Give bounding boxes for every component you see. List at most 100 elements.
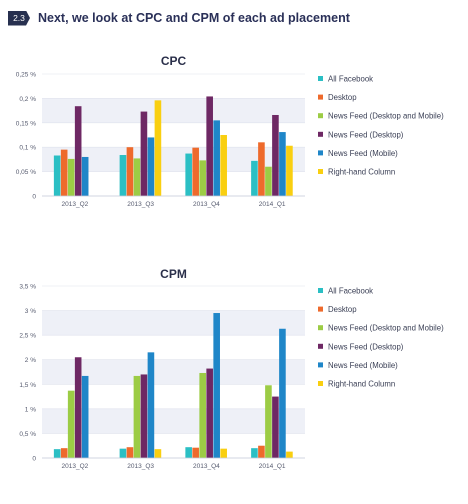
cpc-bar: [119, 155, 127, 196]
cpm-chart: CPM 0 0,5 % 1 % 1,5 % 2 % 2,5 % 3 % 3,5 % 2013_Q2…: [19, 267, 444, 470]
cpm-legend-label: Right-hand Column: [328, 380, 395, 389]
cpm-legend-swatch: [318, 306, 323, 312]
cpc-legend-label: News Feed (Desktop and Mobile): [328, 112, 444, 121]
cpm-xtick-label: 2014_Q1: [259, 463, 286, 470]
cpm-legend-swatch: [318, 288, 323, 293]
cpc-legend-swatch: [318, 131, 323, 137]
cpc-ytick-label: 0,1 %: [19, 145, 36, 152]
cpc-bar: [154, 100, 162, 196]
cpc-legend-label: Desktop: [328, 93, 357, 102]
cpc-ytick-label: 0: [32, 194, 36, 201]
cpc-bar: [53, 155, 61, 196]
cpc-bar: [251, 160, 258, 196]
cpc-legend-swatch: [318, 150, 323, 156]
section-header: 2.3 Next, we look at CPC and CPM of each…: [8, 9, 350, 27]
cpm-bar: [192, 447, 199, 458]
cpc-bar: [60, 149, 68, 196]
cpc-legend-swatch: [318, 113, 323, 119]
cpc-bar: [258, 142, 265, 196]
cpc-bar: [213, 120, 220, 196]
cpc-bar: [185, 153, 192, 196]
cpc-ytick-label: 0,25 %: [16, 72, 36, 79]
cpm-ytick-label: 3 %: [25, 308, 36, 315]
cpm-bar: [265, 385, 272, 458]
cpc-grid-band: [42, 98, 305, 123]
cpm-chart-title: CPM: [160, 267, 187, 281]
cpm-bar: [272, 396, 279, 458]
cpc-bar: [265, 166, 272, 196]
cpm-bar: [154, 449, 162, 458]
cpm-bar: [251, 448, 258, 458]
cpm-bar: [286, 451, 293, 458]
cpm-ytick-label: 2,5 %: [19, 333, 36, 340]
cpc-bar: [199, 160, 206, 196]
cpm-legend-swatch: [318, 381, 323, 386]
cpc-bar: [67, 158, 75, 196]
cpm-legend-label: News Feed (Desktop): [328, 342, 404, 351]
cpc-bar: [147, 137, 155, 196]
cpm-bar: [185, 447, 192, 458]
cpm-legend-label: News Feed (Desktop and Mobile): [328, 324, 444, 333]
cpm-legend-swatch: [318, 325, 323, 331]
cpm-bar: [53, 449, 61, 458]
cpc-bar: [272, 114, 279, 196]
cpm-ytick-label: 0,5 %: [19, 431, 36, 438]
cpc-bar: [206, 96, 213, 196]
cpc-xtick-label: 2013_Q2: [62, 201, 89, 208]
cpm-bar: [258, 445, 265, 458]
cpc-xtick-label: 2014_Q1: [259, 201, 286, 208]
cpc-xtick-label: 2013_Q3: [127, 201, 154, 208]
cpc-legend-label: News Feed (Mobile): [328, 149, 398, 158]
cpm-bar: [279, 328, 286, 458]
cpc-legend-label: All Facebook: [328, 75, 373, 84]
section-number-badge: 2.3: [8, 10, 30, 26]
cpc-chart: CPC 0 0,05 % 0,1 % 0,15 % 0,2 % 0,25 % 2013_Q2 2…: [16, 54, 444, 208]
cpm-bar: [199, 372, 206, 458]
cpm-bar: [213, 313, 220, 458]
cpm-bar: [74, 357, 82, 458]
cpc-chart-title: CPC: [161, 54, 187, 68]
cpm-bar: [126, 447, 134, 458]
cpc-bar: [126, 147, 134, 196]
cpc-legend-swatch: [318, 76, 323, 81]
cpc-legend-label: News Feed (Desktop): [328, 130, 404, 139]
cpm-bar: [119, 448, 127, 458]
cpm-bar: [206, 368, 213, 458]
cpm-bar: [133, 375, 141, 458]
cpc-bar: [74, 106, 82, 196]
cpm-xtick-label: 2013_Q2: [62, 463, 89, 470]
cpm-legend-swatch: [318, 362, 323, 368]
cpc-bar: [279, 132, 286, 196]
cpc-legend-swatch: [318, 94, 323, 100]
cpc-bar: [286, 145, 293, 196]
cpm-bar: [81, 375, 89, 458]
cpc-bar: [133, 158, 141, 196]
cpc-bar: [192, 147, 199, 196]
cpc-legend-swatch: [318, 169, 323, 174]
cpm-legend-label: News Feed (Mobile): [328, 361, 398, 370]
cpc-bar: [220, 135, 227, 196]
cpm-legend-swatch: [318, 343, 323, 349]
cpm-legend-label: Desktop: [328, 305, 357, 314]
cpm-ytick-label: 3,5 %: [19, 284, 36, 291]
cpc-xtick-label: 2013_Q4: [193, 201, 220, 208]
cpm-ytick-label: 1 %: [25, 406, 36, 413]
cpm-xtick-label: 2013_Q4: [193, 463, 220, 470]
cpc-ytick-label: 0,05 %: [16, 169, 36, 176]
cpm-bar: [60, 448, 68, 458]
cpm-xtick-label: 2013_Q3: [127, 463, 154, 470]
cpc-ytick-label: 0,2 %: [19, 96, 36, 103]
cpc-bar: [140, 111, 148, 196]
cpm-bar: [220, 448, 227, 458]
cpm-legend-label: All Facebook: [328, 287, 373, 296]
cpm-ytick-label: 1,5 %: [19, 382, 36, 389]
cpm-grid-band: [42, 310, 305, 336]
cpc-legend-label: Right-hand Column: [328, 168, 395, 177]
cpm-ytick-label: 0: [32, 456, 36, 463]
cpm-bar: [140, 374, 148, 458]
cpm-bar: [67, 390, 75, 458]
cpm-ytick-label: 2 %: [25, 357, 36, 364]
cpc-ytick-label: 0,15 %: [16, 120, 36, 127]
cpm-bar: [147, 352, 155, 458]
cpc-bar: [81, 156, 89, 196]
